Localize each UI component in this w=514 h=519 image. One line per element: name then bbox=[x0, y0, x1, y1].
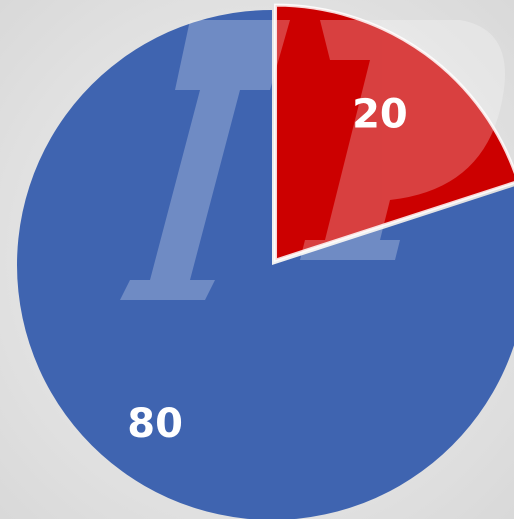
pie-slice bbox=[17, 10, 514, 519]
pie bbox=[17, 3, 514, 519]
data-label: 20 bbox=[352, 91, 408, 137]
pie-slice bbox=[274, 3, 514, 263]
watermark bbox=[120, 20, 505, 300]
data-label: 80 bbox=[127, 401, 183, 447]
